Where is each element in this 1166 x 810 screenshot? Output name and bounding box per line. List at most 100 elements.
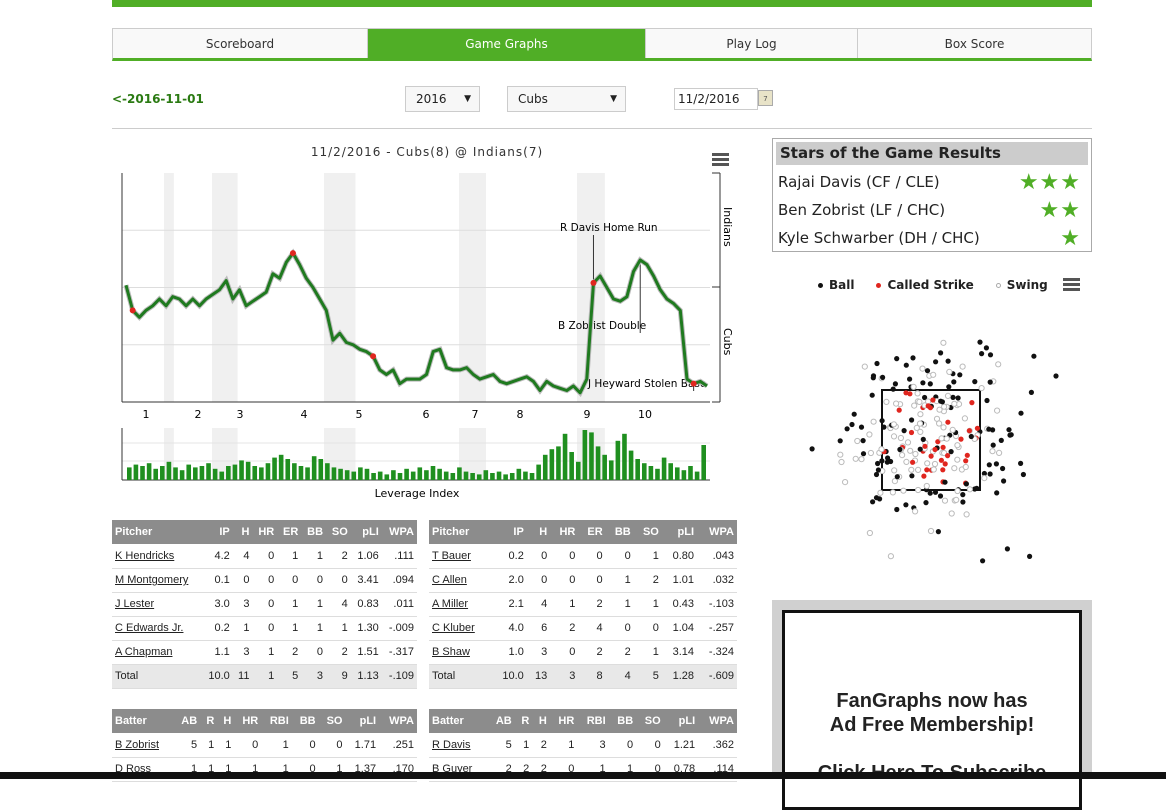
- stat-cell: 0.1: [201, 568, 233, 593]
- chart-menu-icon[interactable]: [712, 153, 729, 166]
- player-link[interactable]: B Zobrist: [112, 733, 174, 758]
- pitch-dot: [935, 529, 941, 535]
- column-header[interactable]: WPA: [697, 520, 737, 544]
- column-header[interactable]: pLI: [663, 709, 699, 733]
- column-header[interactable]: AB: [173, 709, 201, 733]
- column-header[interactable]: BB: [608, 709, 637, 733]
- pitch-dot: [870, 499, 876, 505]
- inning-label: 2: [195, 408, 202, 421]
- player-link[interactable]: R Davis: [429, 733, 488, 758]
- tab-box-score[interactable]: Box Score: [858, 29, 1091, 58]
- column-header[interactable]: HR: [234, 709, 262, 733]
- player-link[interactable]: C Allen: [429, 568, 492, 593]
- tab-game-graphs[interactable]: Game Graphs: [368, 29, 646, 58]
- player-link[interactable]: T Bauer: [429, 544, 492, 569]
- column-header[interactable]: IP: [201, 520, 233, 544]
- column-header[interactable]: pLI: [661, 520, 698, 544]
- legend-called-strike[interactable]: Called Strike: [876, 278, 974, 292]
- pitch-dot: [938, 435, 945, 442]
- stat-cell: 2: [326, 640, 351, 665]
- player-link[interactable]: A Miller: [429, 592, 492, 617]
- legend-ball[interactable]: Ball: [818, 278, 854, 292]
- column-header[interactable]: pLI: [345, 709, 380, 733]
- player-link[interactable]: C Kluber: [429, 616, 492, 641]
- event-marker[interactable]: [590, 279, 597, 286]
- column-header[interactable]: IP: [491, 520, 527, 544]
- stat-cell: 0: [301, 640, 327, 665]
- ad-content[interactable]: FanGraphs now has Ad Free Membership! Cl…: [782, 610, 1082, 810]
- column-header[interactable]: AB: [487, 709, 515, 733]
- tab-play-log[interactable]: Play Log: [646, 29, 858, 58]
- li-bar: [562, 433, 568, 480]
- calendar-icon[interactable]: 7: [758, 90, 773, 106]
- year-select[interactable]: 2016 ▼: [405, 86, 480, 112]
- li-bar: [285, 459, 291, 480]
- column-header[interactable]: H: [232, 520, 253, 544]
- pitch-dot: [957, 372, 963, 378]
- pitch-dot: [889, 489, 897, 496]
- column-header[interactable]: ER: [578, 520, 606, 544]
- wpa-chart-title: 11/2/2016 - Cubs(8) @ Indians(7): [310, 145, 544, 159]
- stat-cell: 2: [578, 640, 606, 665]
- column-header[interactable]: R: [200, 709, 218, 733]
- column-header[interactable]: ER: [277, 520, 302, 544]
- column-header[interactable]: Pitcher: [429, 520, 492, 544]
- pitch-dot: [987, 471, 993, 477]
- player-link[interactable]: C Edwards Jr.: [112, 616, 202, 641]
- event-marker[interactable]: [129, 307, 136, 314]
- pitch-dot: [933, 359, 939, 365]
- previous-date-link[interactable]: <-2016-11-01: [112, 92, 204, 106]
- column-header[interactable]: WPA: [381, 520, 417, 544]
- event-marker[interactable]: [289, 250, 296, 257]
- pitch-menu-icon[interactable]: [1063, 278, 1080, 291]
- li-bar: [292, 463, 297, 480]
- table-row: B Shaw 1.0 3 0 2 2 1 3.14 -.324: [429, 640, 737, 665]
- column-header[interactable]: HR: [549, 709, 578, 733]
- column-header[interactable]: Pitcher: [112, 520, 202, 544]
- pitch-dot: [972, 379, 978, 385]
- column-header[interactable]: R: [514, 709, 533, 733]
- column-header[interactable]: Batter: [429, 709, 488, 733]
- column-header[interactable]: WPA: [698, 709, 737, 733]
- total-cell: 9: [326, 664, 351, 689]
- pitch-dot: [960, 492, 966, 498]
- player-link[interactable]: B Shaw: [429, 640, 492, 665]
- column-header[interactable]: pLI: [350, 520, 382, 544]
- column-header[interactable]: SO: [636, 709, 664, 733]
- pitch-dot: [844, 426, 850, 432]
- column-header[interactable]: BB: [301, 520, 327, 544]
- tab-scoreboard[interactable]: Scoreboard: [113, 29, 368, 58]
- column-header[interactable]: HR: [550, 520, 579, 544]
- player-link[interactable]: K Hendricks: [112, 544, 202, 569]
- stat-cell: 1: [633, 544, 662, 569]
- column-header[interactable]: RBI: [261, 709, 292, 733]
- pitch-dot: [915, 466, 922, 473]
- column-header[interactable]: BB: [291, 709, 319, 733]
- ad-banner[interactable]: FanGraphs now has Ad Free Membership! Cl…: [772, 600, 1092, 810]
- player-link[interactable]: A Chapman: [112, 640, 202, 665]
- li-bar: [628, 450, 634, 480]
- event-marker[interactable]: [370, 353, 377, 360]
- team-select[interactable]: Cubs ▼: [507, 86, 626, 112]
- player-link[interactable]: J Lester: [112, 592, 202, 617]
- column-header[interactable]: Batter: [112, 709, 174, 733]
- player-link[interactable]: M Montgomery: [112, 568, 202, 593]
- stat-cell: .362: [698, 733, 737, 758]
- li-bar: [523, 471, 528, 480]
- li-bar: [503, 474, 508, 480]
- column-header[interactable]: SO: [326, 520, 351, 544]
- column-header[interactable]: H: [526, 520, 551, 544]
- column-header[interactable]: H: [217, 709, 235, 733]
- column-header[interactable]: HR: [252, 520, 278, 544]
- column-header[interactable]: WPA: [379, 709, 417, 733]
- event-marker[interactable]: [690, 380, 697, 387]
- pitchers-table-indians: Pitcher IP H HR ER BB SO pLI WPA T Bauer 0.2 0 0 0 0 1 0…: [429, 520, 737, 689]
- batters-table-cubs: Batter AB R H HR RBI BB SO pLI WPA B Zobrist 5 1 1 0 1 0…: [112, 709, 417, 782]
- column-header[interactable]: BB: [605, 520, 634, 544]
- column-header[interactable]: RBI: [577, 709, 609, 733]
- column-header[interactable]: SO: [633, 520, 662, 544]
- column-header[interactable]: H: [532, 709, 550, 733]
- date-input[interactable]: 11/2/2016: [674, 88, 758, 110]
- legend-swing[interactable]: Swing: [995, 278, 1048, 292]
- column-header[interactable]: SO: [318, 709, 346, 733]
